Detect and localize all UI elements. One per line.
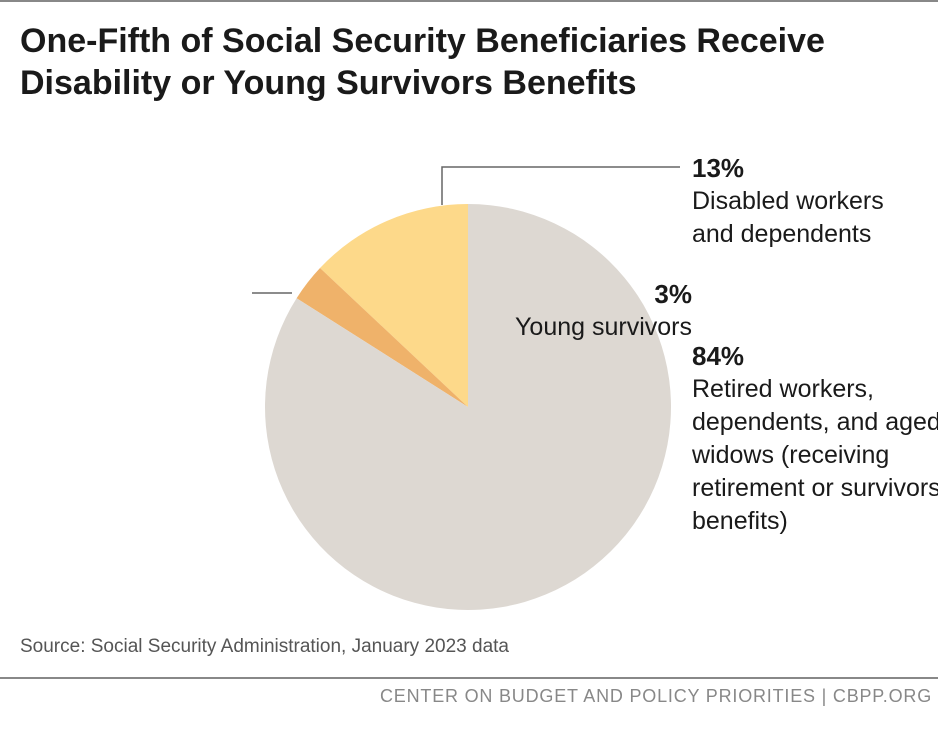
chart-title: One-Fifth of Social Security Beneficiari… [20,22,825,102]
slice-label: 13% Disabled workers and dependents [692,152,922,251]
slice-label: 84% Retired workers, dependents, and aged… [692,340,938,538]
pie-slice [296,268,468,407]
slice-label: 3% Young survivors [432,278,692,344]
value-label: 13% [692,153,745,183]
bottom-rule [0,677,938,679]
pie-slice [320,204,468,407]
category-label: Retired workers, dependents, and aged wi… [692,375,938,535]
category-label: Young survivors [515,313,692,341]
value-label: 3% [654,279,692,309]
footer: CENTER ON BUDGET AND POLICY PRIORITIES |… [380,686,932,706]
source: Source: Social Security Administration, … [20,636,509,657]
value-label: 84% [692,341,745,371]
top-rule [0,0,938,2]
category-label: Disabled workers and dependents [692,187,884,248]
leader-line [441,166,680,205]
pie-slice [265,204,671,611]
